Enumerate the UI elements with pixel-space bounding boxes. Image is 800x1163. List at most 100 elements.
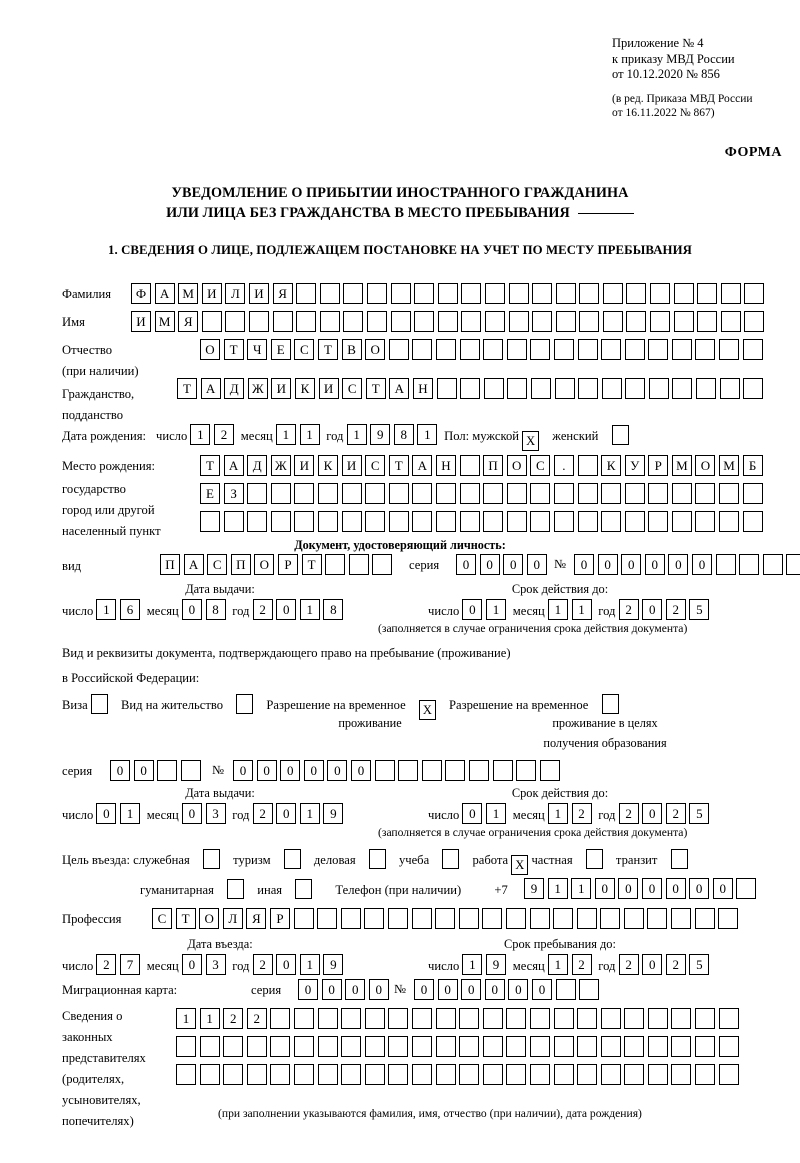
reps-3-cell-12[interactable] <box>435 1064 456 1085</box>
citizenship-cell-1[interactable]: Т <box>177 378 197 399</box>
reps-2-cell-9[interactable] <box>364 1036 385 1057</box>
permit-number-cell-2[interactable]: 0 <box>256 760 277 781</box>
patronymic-cell-2[interactable]: Т <box>223 339 244 360</box>
patronymic-cell-3[interactable]: Ч <box>247 339 268 360</box>
citizenship-cell-14[interactable] <box>483 378 504 399</box>
reps-3-cell-11[interactable] <box>411 1064 432 1085</box>
reps-2-cell-2[interactable] <box>199 1036 220 1057</box>
permit-number-cell-13[interactable] <box>516 760 537 781</box>
permit-issue-day-2[interactable]: 1 <box>120 803 140 824</box>
name-cell-1[interactable]: И <box>131 311 151 332</box>
birthplace-3-cell-3[interactable] <box>247 511 268 532</box>
profession-cell-19[interactable] <box>576 908 597 929</box>
birthplace-3-cell-13[interactable] <box>483 511 504 532</box>
permit-number-cell-8[interactable] <box>398 760 419 781</box>
doc-number-cell-8[interactable] <box>739 554 760 575</box>
reps-2-cell-11[interactable] <box>411 1036 432 1057</box>
mcard-number-cell-3[interactable]: 0 <box>461 979 482 1000</box>
patronymic-cell-5[interactable]: С <box>294 339 315 360</box>
name-cell-4[interactable] <box>201 311 222 332</box>
birthplace-3-cell-1[interactable] <box>200 511 220 532</box>
birth-year-4[interactable]: 1 <box>417 424 438 445</box>
birth-day-2[interactable]: 2 <box>214 424 234 445</box>
sex-male-checkbox[interactable]: X <box>522 431 540 451</box>
doc-number-cell-9[interactable] <box>762 554 783 575</box>
doc-series-cell-1[interactable]: 0 <box>456 554 476 575</box>
name-cell-13[interactable] <box>414 311 435 332</box>
reps-2-cell-3[interactable] <box>223 1036 244 1057</box>
birthplace-1-cell-6[interactable]: К <box>317 455 338 476</box>
reps-3-cell-9[interactable] <box>364 1064 385 1085</box>
permit-issue-year-3[interactable]: 1 <box>299 803 320 824</box>
birthplace-3-cell-6[interactable] <box>317 511 338 532</box>
birth-month-2[interactable]: 1 <box>299 424 320 445</box>
reps-3-cell-17[interactable] <box>553 1064 574 1085</box>
reps-boxes-row-3[interactable] <box>176 1064 739 1085</box>
birthplace-1-cell-4[interactable]: Ж <box>270 455 291 476</box>
doc-series-cell-3[interactable]: 0 <box>503 554 524 575</box>
permit-issue-month-2[interactable]: 3 <box>205 803 226 824</box>
doc-number-cell-4[interactable]: 0 <box>644 554 665 575</box>
reps-3-cell-22[interactable] <box>671 1064 692 1085</box>
reps-1-cell-5[interactable] <box>270 1008 291 1029</box>
citizenship-cell-22[interactable] <box>672 378 693 399</box>
birthplace-1-cell-12[interactable] <box>459 455 480 476</box>
doc-number-cell-3[interactable]: 0 <box>621 554 642 575</box>
patronymic-cell-15[interactable] <box>530 339 551 360</box>
patronymic-cell-20[interactable] <box>648 339 669 360</box>
birth-month-1[interactable]: 1 <box>275 424 296 445</box>
birthplace-3-cell-23[interactable] <box>719 511 740 532</box>
profession-cell-11[interactable] <box>387 908 408 929</box>
entry-day-1[interactable]: 2 <box>96 954 117 975</box>
citizenship-cell-3[interactable]: Д <box>224 378 245 399</box>
permit-series-cell-2[interactable]: 0 <box>133 760 154 781</box>
patronymic-cell-8[interactable]: О <box>365 339 386 360</box>
birthplace-1-cell-21[interactable]: М <box>671 455 692 476</box>
doc-issue-year-2[interactable]: 0 <box>276 599 297 620</box>
reps-2-cell-19[interactable] <box>600 1036 621 1057</box>
patronymic-cell-11[interactable] <box>435 339 456 360</box>
birthplace-2-cell-8[interactable] <box>365 483 386 504</box>
doc-valid-month-2[interactable]: 1 <box>571 599 592 620</box>
permit-number-cell-6[interactable]: 0 <box>350 760 371 781</box>
reps-1-cell-2[interactable]: 1 <box>199 1008 220 1029</box>
permit-issue-day-1[interactable]: 0 <box>96 803 117 824</box>
doc-kind-cell-6[interactable]: Р <box>277 554 298 575</box>
permit-valid-day-2[interactable]: 1 <box>486 803 506 824</box>
phone-cell-7[interactable]: 0 <box>665 878 686 899</box>
profession-cell-21[interactable] <box>623 908 644 929</box>
surname-cell-7[interactable]: Я <box>272 283 293 304</box>
doc-kind-cell-3[interactable]: С <box>207 554 228 575</box>
profession-cell-3[interactable]: О <box>199 908 220 929</box>
mcard-series-cell-1[interactable]: 0 <box>298 979 318 1000</box>
entry-year-1[interactable]: 2 <box>252 954 273 975</box>
reps-3-cell-6[interactable] <box>293 1064 314 1085</box>
reps-2-cell-4[interactable] <box>246 1036 267 1057</box>
surname-cell-9[interactable] <box>319 283 340 304</box>
permit-number-cell-1[interactable]: 0 <box>233 760 253 781</box>
birthplace-2-cell-16[interactable] <box>553 483 574 504</box>
permit-series-cell-3[interactable] <box>157 760 178 781</box>
birthplace-3-cell-21[interactable] <box>671 511 692 532</box>
stay-year-4[interactable]: 5 <box>689 954 710 975</box>
birthplace-1-cell-2[interactable]: А <box>223 455 244 476</box>
entry-year-2[interactable]: 0 <box>276 954 297 975</box>
phone-cell-9[interactable]: 0 <box>712 878 733 899</box>
birthplace-2-cell-9[interactable] <box>388 483 409 504</box>
surname-cell-15[interactable] <box>461 283 482 304</box>
phone-cell-3[interactable]: 1 <box>571 878 592 899</box>
birthplace-1-cell-15[interactable]: С <box>530 455 551 476</box>
citizenship-cell-6[interactable]: К <box>294 378 315 399</box>
reps-3-cell-8[interactable] <box>341 1064 362 1085</box>
birthplace-2-cell-6[interactable] <box>317 483 338 504</box>
citizenship-cell-23[interactable] <box>696 378 717 399</box>
reps-3-cell-18[interactable] <box>577 1064 598 1085</box>
patronymic-cell-4[interactable]: Е <box>270 339 291 360</box>
doc-kind-cell-5[interactable]: О <box>254 554 275 575</box>
reps-3-cell-1[interactable] <box>176 1064 196 1085</box>
name-cell-12[interactable] <box>390 311 411 332</box>
surname-cell-21[interactable] <box>602 283 623 304</box>
